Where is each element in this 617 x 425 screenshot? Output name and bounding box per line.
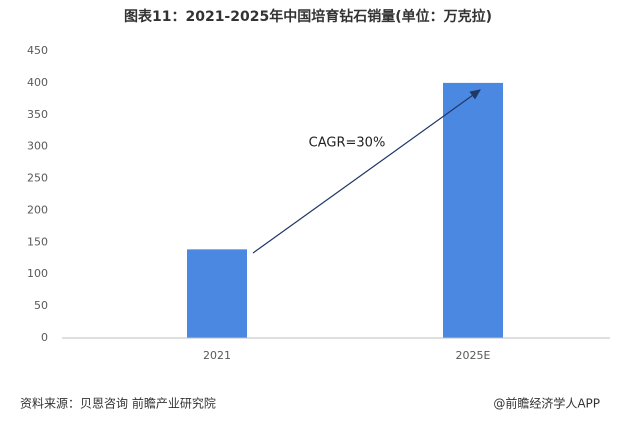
x-tick-label: 2025E [456, 349, 491, 362]
annotation: CAGR=30% [309, 136, 386, 151]
credit: @前瞻经济学人APP [493, 396, 600, 411]
trend-arrow [252, 89, 481, 254]
chart-title: 图表11：2021-2025年中国培育钻石销量(单位：万克拉) [124, 8, 492, 25]
source: 资料来源：贝恩咨询 前瞻产业研究院 [20, 396, 216, 411]
y-tick-label: 200 [27, 203, 48, 216]
y-tick-label: 300 [27, 140, 48, 153]
y-tick-label: 250 [27, 172, 48, 185]
y-tick-label: 0 [41, 331, 48, 344]
y-tick-label: 50 [34, 299, 48, 312]
y-tick-label: 100 [27, 267, 48, 280]
y-tick-label: 450 [27, 44, 48, 57]
y-tick-label: 400 [27, 76, 48, 89]
x-tick-label: 2021 [203, 349, 231, 362]
y-tick-label: 150 [27, 235, 48, 248]
y-tick-label: 350 [27, 108, 48, 121]
bar [187, 249, 247, 338]
bar [443, 82, 503, 338]
